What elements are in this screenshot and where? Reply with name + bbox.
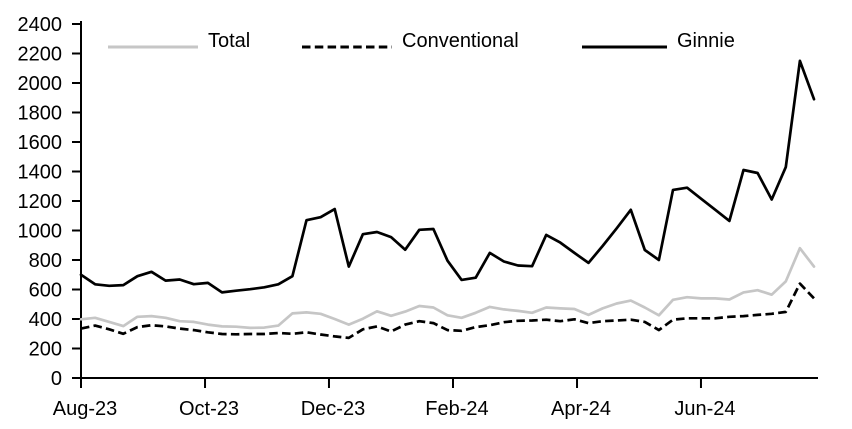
- x-axis-label: Apr-24: [551, 398, 611, 420]
- y-axis-label: 1800: [18, 103, 63, 125]
- y-axis-label: 2000: [18, 73, 63, 95]
- y-axis-label: 0: [51, 368, 62, 390]
- y-axis-label: 2200: [18, 44, 63, 66]
- x-axis-label: Dec-23: [301, 398, 365, 420]
- x-axis-label: Jun-24: [674, 398, 735, 420]
- y-axis-label: 1400: [18, 162, 63, 184]
- y-axis-label: 200: [29, 339, 62, 361]
- x-axis-label: Feb-24: [425, 398, 488, 420]
- y-axis-label: 2400: [18, 14, 63, 36]
- y-axis-label: 1000: [18, 221, 63, 243]
- y-axis-label: 600: [29, 280, 62, 302]
- y-axis-label: 1200: [18, 191, 63, 213]
- x-axis-label: Oct-23: [179, 398, 239, 420]
- series-line-total: [79, 246, 816, 330]
- series-line-ginnie: [79, 59, 816, 294]
- x-axis-label: Aug-23: [53, 398, 118, 420]
- y-axis-label: 1600: [18, 132, 63, 154]
- y-axis-label: 400: [29, 309, 62, 331]
- series-line-conventional: [80, 282, 815, 340]
- y-axis-label: 800: [29, 250, 62, 272]
